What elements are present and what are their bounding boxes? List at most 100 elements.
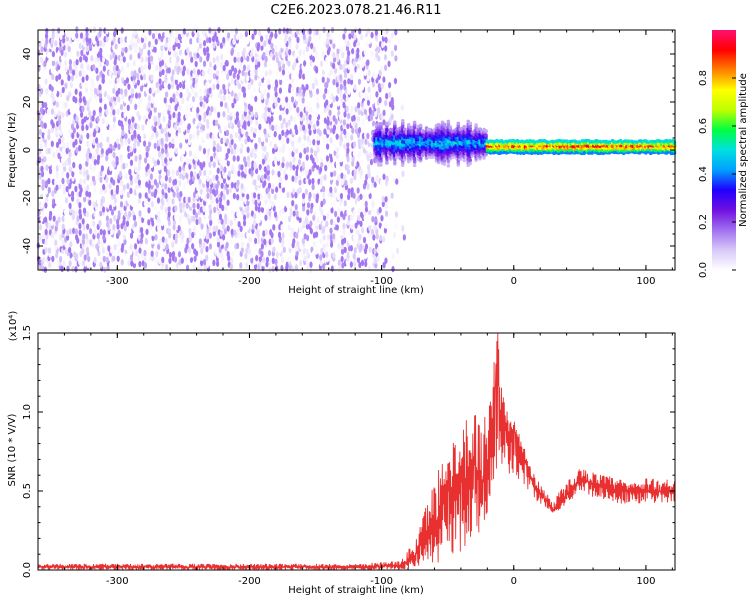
heatmap-cell [120,65,125,72]
heatmap-cell [91,169,95,177]
heatmap-cell [385,74,389,81]
heatmap-cell [329,227,333,235]
heatmap-cell [122,184,126,191]
heatmap-cell [121,111,125,119]
heatmap-cell [43,122,47,129]
heatmap-cell [383,54,388,61]
heatmap-cell [412,159,417,164]
heatmap-cell [375,233,379,240]
heatmap-cell [50,140,54,148]
heatmap-cell [328,97,332,105]
heatmap-cell [185,264,190,271]
heatmap-cell [356,116,361,123]
heatmap-cell [325,56,329,64]
heatmap-cell [131,32,135,40]
heatmap-cell [402,155,407,160]
heatmap-cell [395,178,399,185]
heatmap-cell [385,175,389,182]
heatmap-cell [61,170,65,177]
heatmap-cell [185,112,189,120]
heatmap-cell [236,51,240,58]
heatmap-cell [347,50,351,57]
heatmap-cell [240,164,244,171]
heatmap-cell [263,180,267,187]
heatmap-cell [226,160,230,167]
heatmap-cell [244,105,248,113]
heatmap-cell [208,161,212,168]
heatmap-cell [364,143,368,150]
heatmap-cell [223,88,227,96]
heatmap-cell [78,144,82,152]
heatmap-cell [305,234,310,242]
heatmap-cell [205,206,209,214]
heatmap-cell [137,266,141,273]
heatmap-cell [190,56,194,63]
heatmap-cell [332,252,336,259]
heatmap-cell [346,141,350,149]
heatmap-cell [363,108,368,116]
heatmap-cell [220,95,224,102]
heatmap-cell [298,49,302,56]
heatmap-cell [378,206,382,214]
heatmap-cell [338,113,343,121]
heatmap-cell [171,241,175,248]
heatmap-cell [468,126,472,131]
heatmap-cell [312,214,316,221]
heatmap-cell [102,56,106,63]
heatmap-cell [356,251,361,258]
heatmap-cell [206,186,210,193]
heatmap-cell [230,138,234,146]
heatmap-cell [78,163,82,170]
heatmap-cell [206,119,210,126]
heatmap-cell [246,135,251,143]
heatmap-cell [326,104,330,111]
heatmap-cell [304,65,308,72]
heatmap-cell [343,83,347,91]
heatmap-cell [228,86,233,93]
heatmap-cell [50,37,54,45]
heatmap-cell [245,247,249,255]
heatmap-cell [232,155,236,162]
heatmap-cell [379,156,383,161]
heatmap-cell [162,242,166,250]
heatmap-cell [291,199,295,207]
heatmap-cell [218,196,223,204]
heatmap-cell [121,46,125,53]
heatmap-cell [74,96,78,104]
heatmap-cell [39,112,44,120]
heatmap-cell [178,202,183,209]
heatmap-cell [127,118,132,125]
heatmap-cell [69,138,74,145]
heatmap-cell [442,122,447,127]
heatmap-cell [187,123,191,130]
heatmap-cell [158,70,163,78]
heatmap-cell [359,211,364,218]
heatmap-cell [257,179,261,187]
heatmap-cell [102,255,106,263]
heatmap-cell [227,170,232,177]
heatmap-cell [79,178,83,185]
heatmap-cell [209,187,213,194]
heatmap-cell [266,116,271,123]
heatmap-cell [67,119,71,126]
heatmap-cell [275,235,280,243]
heatmap-cell [102,229,106,236]
heatmap-cell [347,112,351,120]
heatmap-cell [99,47,103,55]
heatmap-cell [282,246,286,253]
heatmap-cell [281,69,286,76]
heatmap-cell [185,243,189,250]
heatmap-cell [250,110,254,118]
heatmap-cell [93,56,98,64]
heatmap-cell [274,64,278,72]
heatmap-cell [109,261,113,268]
heatmap-cell [178,264,182,271]
heatmap-cell [315,204,319,211]
heatmap-cell [350,214,354,221]
heatmap-cell [242,64,247,71]
heatmap-cell [280,256,284,264]
heatmap-cell [298,87,302,94]
heatmap-cell [388,91,392,99]
heatmap-cell [154,256,158,263]
heatmap-cell [92,101,96,108]
